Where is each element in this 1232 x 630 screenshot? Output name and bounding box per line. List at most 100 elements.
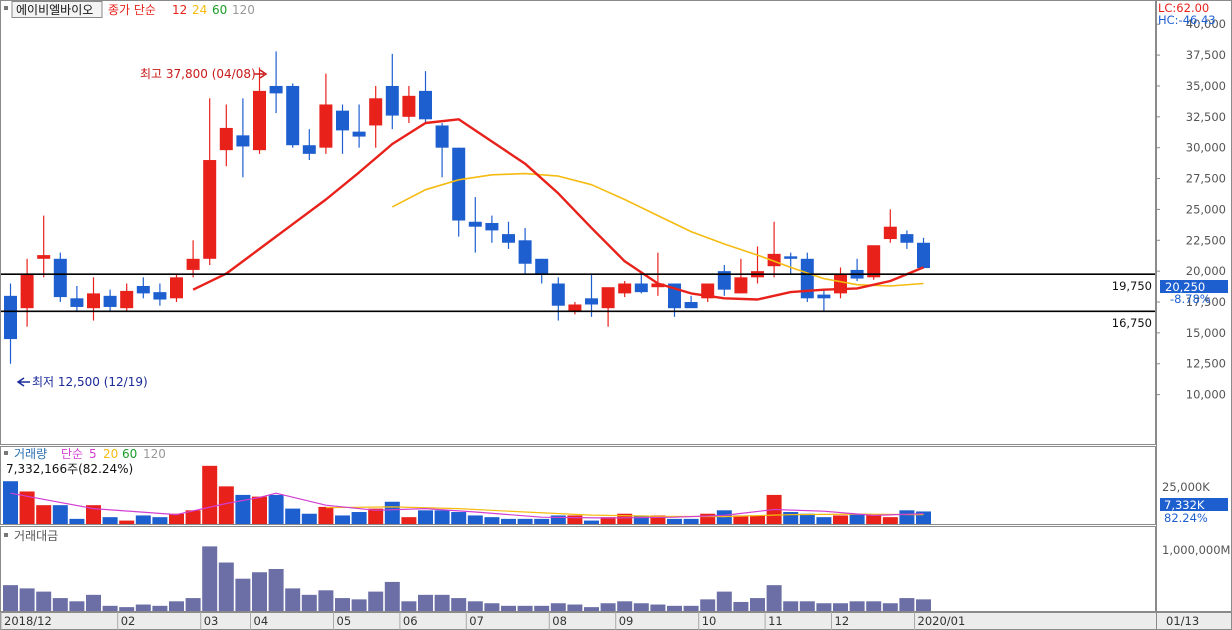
amount-bar [600,603,616,611]
volume-bar [3,481,18,524]
volume-bar [169,513,184,524]
volume-bar [534,518,550,524]
amount-bar [882,603,898,611]
volume-bar [733,515,749,524]
volume-bar [700,513,716,524]
candle-body [452,147,466,221]
volume-bar [633,515,649,524]
volume-bar [434,510,450,524]
volume-bar [501,518,516,524]
volume-bar [866,515,882,524]
candle-body [203,160,217,259]
volume-bar [185,510,201,524]
amount-bar [102,605,118,611]
candle-body [70,298,84,307]
x-tick-label: 07 [469,614,484,628]
y-tick-label: 30,000 [1186,141,1226,155]
amount-bar [683,605,699,611]
volume-bar [384,501,400,524]
candle-body [535,258,549,275]
candle-body [651,283,665,288]
amount-bar [185,598,201,611]
volume-bar [783,512,799,524]
y-tick-label: 25,000 [1186,202,1226,216]
amount-bar [633,603,649,611]
amount-bar [86,594,101,611]
candle-body [717,271,731,290]
x-tick-label: 04 [254,614,269,628]
amount-bar [401,601,417,611]
stock-name[interactable]: 에이비엘바이오 [16,3,93,17]
candle-body [302,145,316,154]
amount-bar [235,578,251,611]
x-tick-label: 2018/12 [4,614,52,628]
amount-bar [501,605,516,611]
amount-bar [899,598,915,611]
volume-ma20-line [325,506,924,518]
amount-bar [467,601,483,611]
stock-name-box[interactable] [11,1,103,18]
current-price-label: 20,250 [1165,280,1205,294]
candle-body [120,290,134,309]
amount-bar [567,604,583,611]
candle-body [883,226,897,240]
candle-body [402,95,416,117]
volume-bar [517,518,533,524]
volume-bar [667,518,682,524]
volume-bar [69,518,85,524]
candle-body [236,135,250,147]
ma-period-120: 120 [232,3,255,17]
amount-marker-icon [4,533,8,537]
amount-bar [451,598,467,611]
volume-bar [351,512,367,524]
candle-body [20,273,34,309]
candle-body [87,293,100,309]
candle-body [468,221,482,227]
ma-period-24: 24 [192,3,207,17]
y-tick-label: 15,000 [1186,326,1226,340]
candle-body [585,298,598,305]
low-arrow-icon [16,377,30,387]
volume-bar [799,513,815,524]
indicator-title: 종가 단순 [108,3,156,17]
volume-bar [135,515,151,524]
volume-bar [567,515,583,524]
candle-body [834,274,847,294]
price-panel-frame [0,0,1156,445]
candle-body [601,287,615,309]
candle-body [485,223,499,231]
volume-bar [683,518,699,524]
xaxis-right-label: 01/13 [1166,614,1199,628]
volume-ma-120: 120 [143,447,166,461]
candle-body [103,295,117,307]
amount-layer [3,546,931,611]
volume-bar [52,505,68,524]
volume-bar [550,515,566,524]
volume-bar [882,517,898,524]
amount-bar [916,599,931,611]
last-volume-text: 7,332,166주(82.24%) [6,462,133,476]
y-tick-label: 22,500 [1186,233,1226,247]
volume-bar [600,517,616,524]
amount-bar [650,604,666,611]
amount-bar [750,598,765,611]
volume-bar [19,491,35,524]
amount-bar [434,594,450,611]
amount-bar [799,601,815,611]
amount-bar [368,591,384,611]
amount-bar [700,599,716,611]
candle-body [419,90,432,120]
amount-bar [849,601,865,611]
volume-bar [899,510,915,524]
candle-body [336,110,349,131]
candle-body [502,234,515,243]
volume-bar [750,515,765,524]
volume-bar [484,517,500,524]
amount-bar [733,601,749,611]
y-tick-label: 17,500 [1186,295,1226,309]
candle-body [618,283,632,294]
candle-body [385,85,399,116]
candle-body [170,277,183,299]
x-tick-label: 11 [768,614,783,628]
